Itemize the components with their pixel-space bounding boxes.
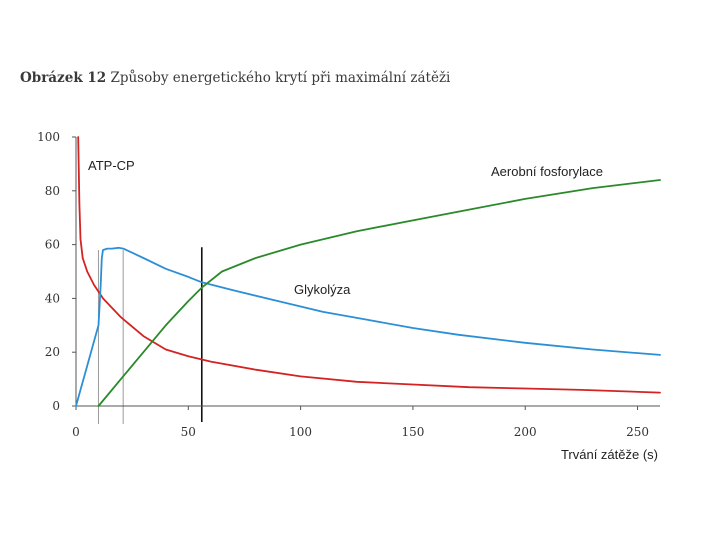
label-glycolysis: Glykolýza xyxy=(294,282,351,297)
figure-number: Obrázek 12 xyxy=(20,70,107,86)
series-lines xyxy=(75,136,661,407)
y-tick-label: 20 xyxy=(45,345,60,359)
series-line-glykol-za xyxy=(75,246,661,407)
x-tick-label: 100 xyxy=(289,425,312,439)
y-tick-label: 0 xyxy=(52,399,60,413)
label-atp-cp: ATP-CP xyxy=(88,158,135,173)
x-tick-label: 150 xyxy=(401,425,424,439)
x-tick-label: 200 xyxy=(514,425,537,439)
y-tick-label: 80 xyxy=(45,184,60,198)
x-tick-label: 0 xyxy=(72,425,80,439)
figure-caption: Obrázek 12 Způsoby energetického krytí p… xyxy=(20,70,450,86)
series-line-aerobn-fosforylace xyxy=(97,179,661,407)
vertical-markers xyxy=(97,247,203,424)
series-line-atp-cp xyxy=(77,136,661,394)
axis-ticks: 0 20 40 60 80 100 0 50 100 150 200 250 xyxy=(37,130,649,439)
y-tick-label: 100 xyxy=(37,130,60,144)
series-labels: ATP-CP Aerobní fosforylace Glykolýza Trv… xyxy=(88,158,658,462)
y-tick-label: 40 xyxy=(45,291,60,305)
x-tick-label: 50 xyxy=(181,425,196,439)
y-tick-label: 60 xyxy=(45,238,60,252)
chart-axes xyxy=(75,137,660,407)
x-tick-label: 250 xyxy=(626,425,649,439)
label-aerobic: Aerobní fosforylace xyxy=(491,164,603,179)
figure-caption-text: Způsoby energetického krytí při maximáln… xyxy=(106,70,451,86)
x-axis-title: Trvání zátěže (s) xyxy=(561,447,658,462)
